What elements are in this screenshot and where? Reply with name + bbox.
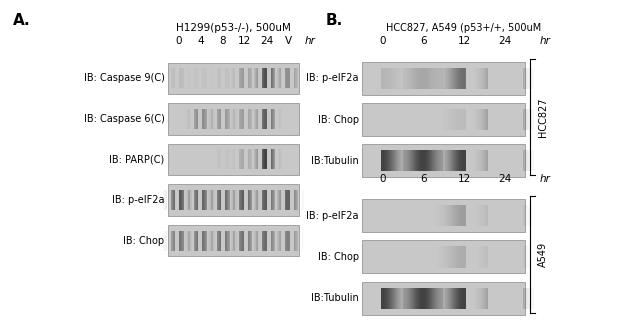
Text: 24: 24: [260, 36, 273, 46]
Text: IB:Tubulin: IB:Tubulin: [311, 293, 359, 303]
Text: 6: 6: [420, 36, 426, 46]
Text: hr: hr: [540, 174, 551, 184]
Text: 0: 0: [379, 36, 386, 46]
Bar: [167, 184, 299, 216]
Text: IB: Chop: IB: Chop: [124, 236, 164, 246]
Text: A549: A549: [539, 242, 548, 267]
Bar: [362, 199, 525, 232]
Text: 0: 0: [379, 174, 386, 184]
Text: 4: 4: [198, 36, 204, 46]
Bar: [167, 225, 299, 256]
Text: 24: 24: [498, 174, 512, 184]
Text: 24: 24: [498, 36, 512, 46]
Bar: [362, 103, 525, 136]
Text: V: V: [285, 36, 292, 46]
Text: 12: 12: [457, 174, 471, 184]
Text: 0: 0: [176, 36, 182, 46]
Text: IB: p-eIF2a: IB: p-eIF2a: [112, 195, 164, 205]
Text: IB: p-eIF2a: IB: p-eIF2a: [307, 73, 359, 83]
Bar: [362, 241, 525, 274]
Text: 8: 8: [219, 36, 226, 46]
Text: B.: B.: [326, 13, 344, 28]
Bar: [167, 144, 299, 175]
Text: 12: 12: [457, 36, 471, 46]
Bar: [362, 145, 525, 178]
Text: IB: p-eIF2a: IB: p-eIF2a: [307, 211, 359, 221]
Text: IB:Tubulin: IB:Tubulin: [311, 156, 359, 166]
Text: IB: Caspase 6(C): IB: Caspase 6(C): [84, 114, 164, 124]
Text: IB: Chop: IB: Chop: [318, 252, 359, 262]
Text: 12: 12: [238, 36, 251, 46]
Bar: [362, 62, 525, 95]
Text: HCC827: HCC827: [539, 97, 548, 137]
Text: HCC827, A549 (p53+/+, 500uM: HCC827, A549 (p53+/+, 500uM: [386, 23, 542, 33]
Text: hr: hr: [305, 36, 316, 46]
Text: H1299(p53-/-), 500uM: H1299(p53-/-), 500uM: [176, 23, 291, 33]
Text: IB: PARP(C): IB: PARP(C): [109, 154, 164, 164]
Text: A.: A.: [13, 13, 30, 28]
Bar: [167, 103, 299, 135]
Text: IB: Caspase 9(C): IB: Caspase 9(C): [84, 73, 164, 83]
Text: 6: 6: [420, 174, 426, 184]
Text: hr: hr: [540, 36, 551, 46]
Bar: [362, 282, 525, 315]
Bar: [167, 63, 299, 94]
Text: IB: Chop: IB: Chop: [318, 115, 359, 125]
